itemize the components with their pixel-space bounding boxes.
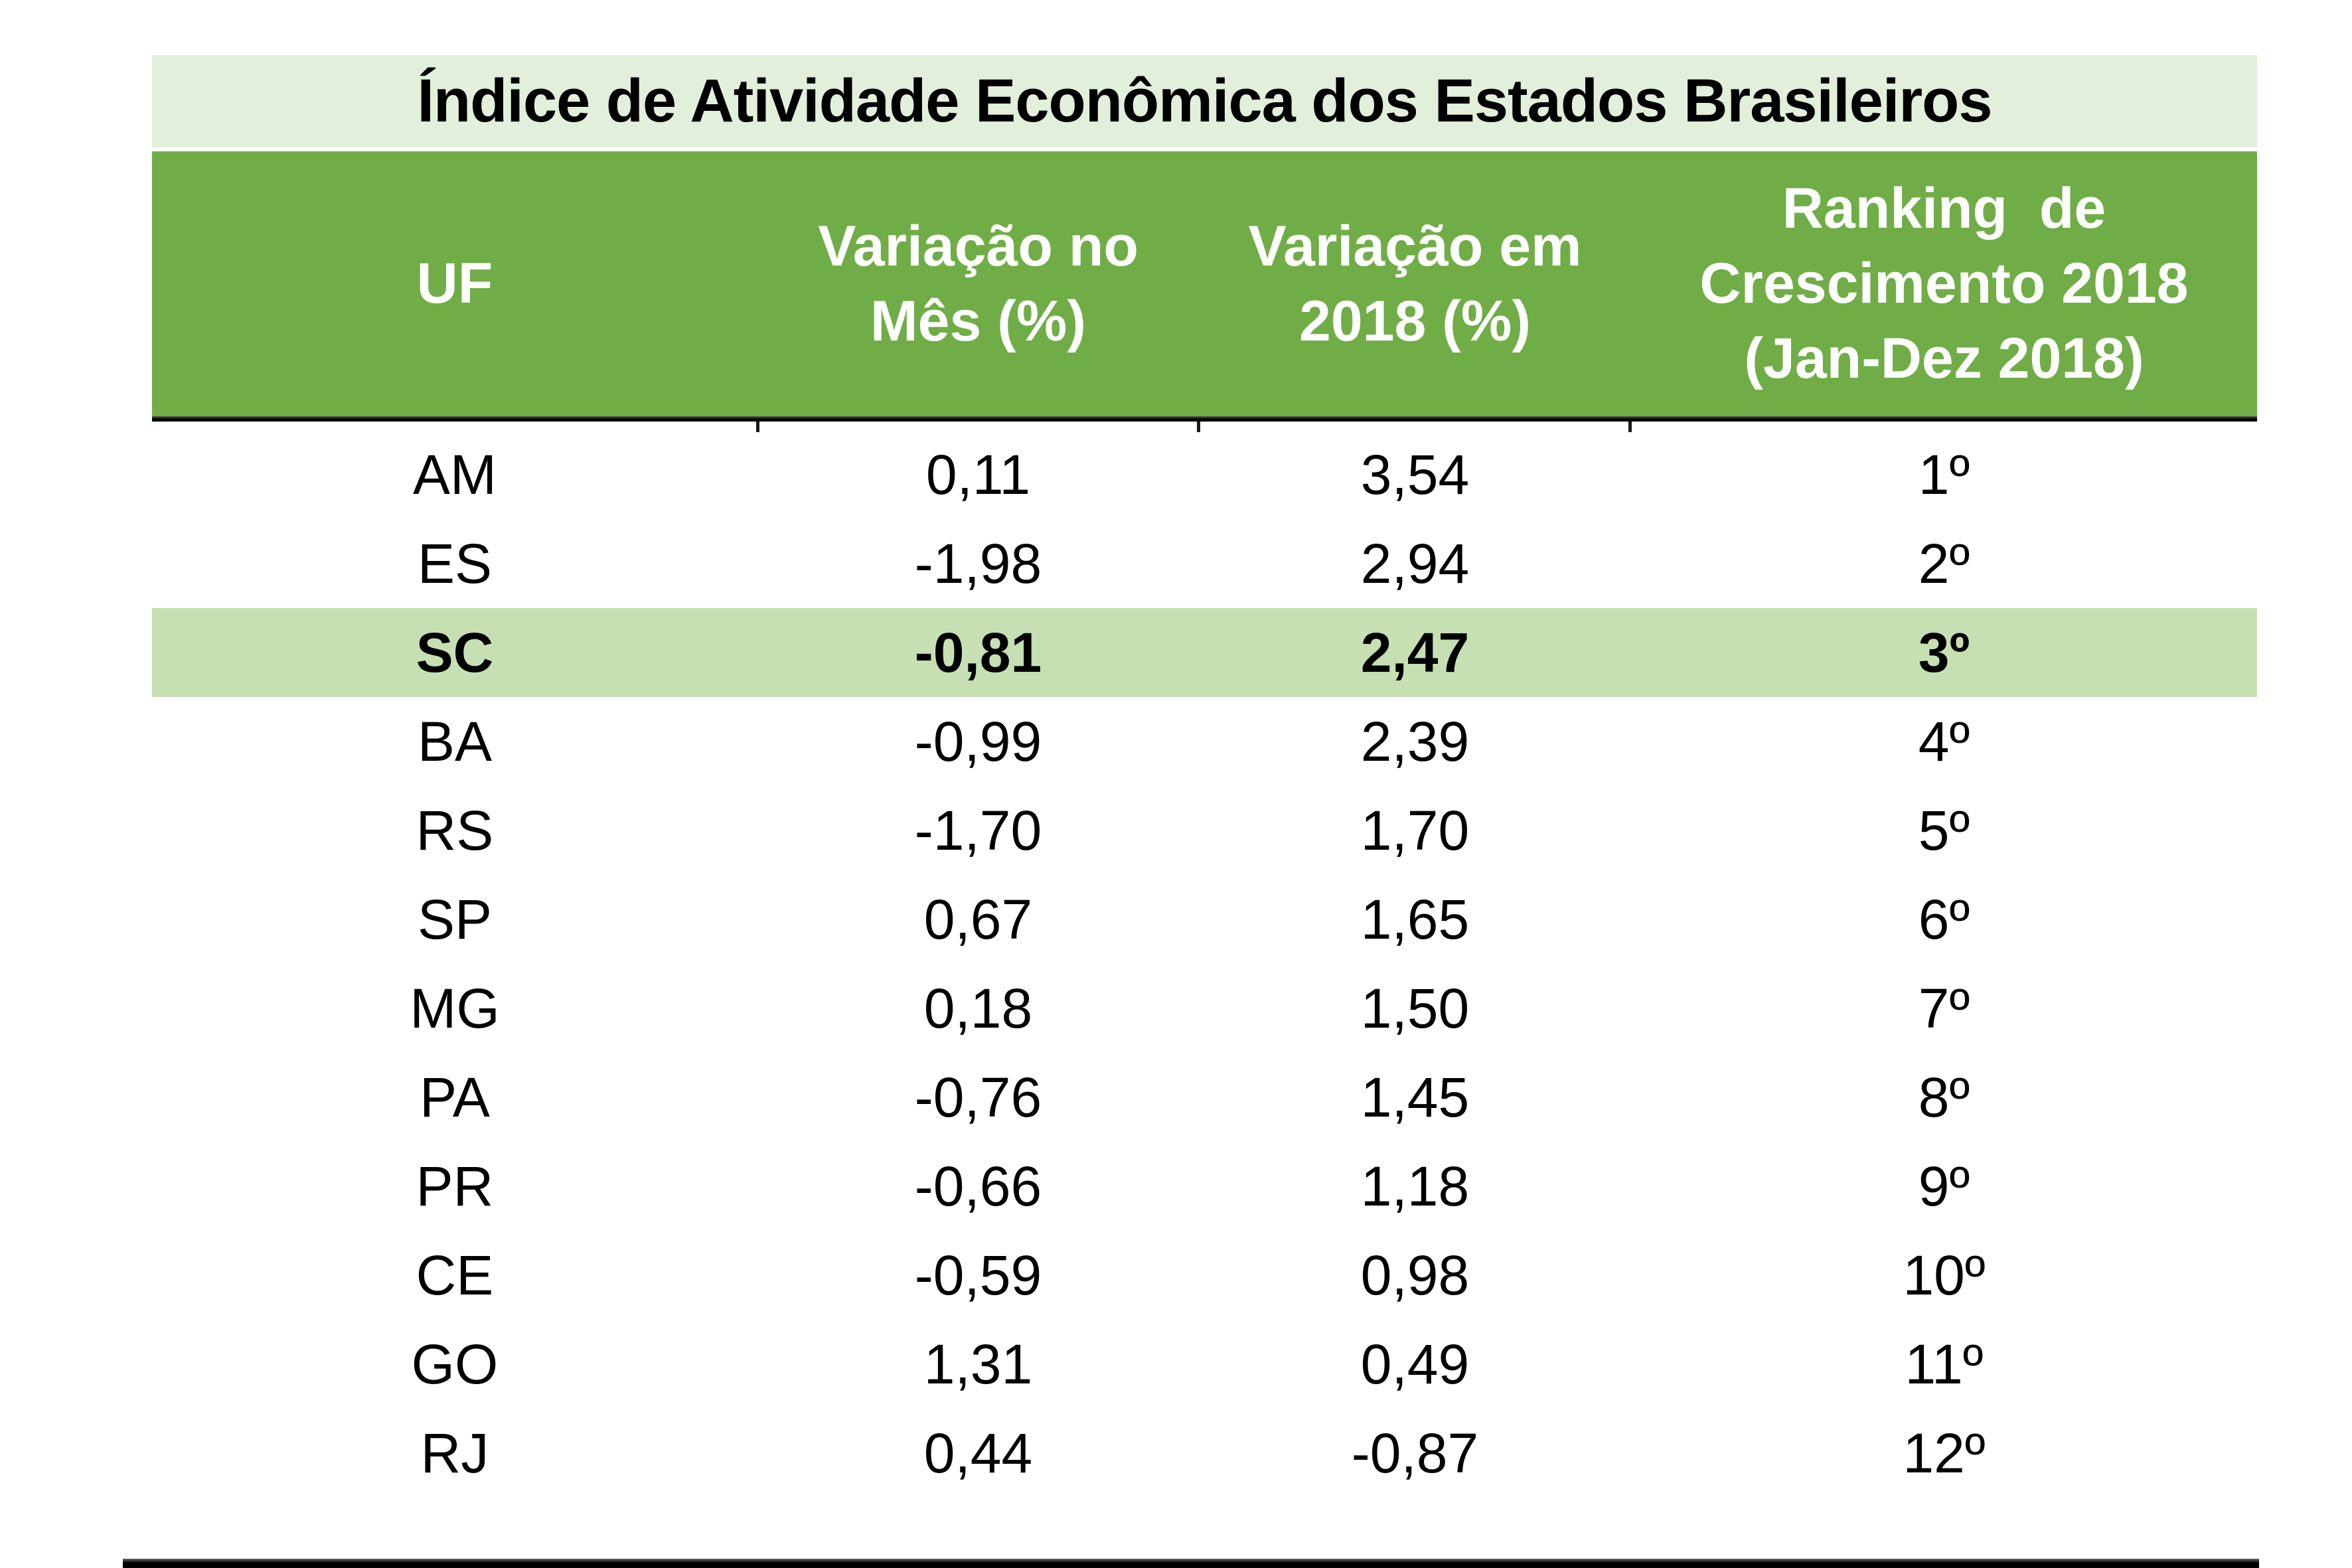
var-2018-cell: 0,49 xyxy=(1360,1332,1470,1395)
var-2018-cell: 2,94 xyxy=(1360,532,1470,595)
table-bottom-border xyxy=(123,1559,2259,1568)
var-2018-cell: 1,70 xyxy=(1360,799,1470,862)
var-mes-cell: 0,67 xyxy=(923,888,1033,951)
header-divider xyxy=(152,416,2257,432)
var-2018-cell: 0,98 xyxy=(1360,1243,1470,1306)
var-2018-cell: -0,87 xyxy=(1351,1421,1479,1484)
ranking-cell: 11º xyxy=(1905,1332,1984,1395)
uf-cell: SP xyxy=(417,888,493,951)
var-mes-cell: -0,76 xyxy=(914,1065,1042,1129)
table-row: AM 0,11 3,54 1º xyxy=(152,430,2257,519)
uf-cell: MG xyxy=(410,977,500,1040)
var-mes-cell: 0,44 xyxy=(923,1421,1033,1484)
var-mes-cell: -1,98 xyxy=(914,532,1042,595)
ranking-cell: 12º xyxy=(1903,1421,1986,1484)
ranking-cell: 9º xyxy=(1918,1154,1970,1217)
var-mes-cell: -0,99 xyxy=(914,710,1042,773)
uf-cell: RS xyxy=(416,799,494,862)
header-cell-var-mes: Variação no Mês (%) xyxy=(818,214,1138,353)
uf-cell: PR xyxy=(416,1154,494,1217)
table-title-band: Índice de Atividade Econômica dos Estado… xyxy=(152,55,2257,147)
table-title: Índice de Atividade Econômica dos Estado… xyxy=(417,67,1992,135)
var-mes-cell: 0,11 xyxy=(925,443,1031,506)
var-2018-cell: 1,45 xyxy=(1360,1065,1470,1129)
uf-cell: RJ xyxy=(420,1421,489,1484)
header-cell-var-2018: Variação em 2018 (%) xyxy=(1248,214,1582,353)
var-2018-cell: 1,18 xyxy=(1360,1154,1470,1217)
uf-cell: BA xyxy=(417,710,493,773)
uf-cell: PA xyxy=(420,1065,490,1129)
table-row: SC -0,81 2,47 3º xyxy=(152,608,2257,697)
table-row: ES -1,98 2,94 2º xyxy=(152,519,2257,608)
var-2018-cell: 1,65 xyxy=(1360,888,1470,951)
table-row: BA -0,99 2,39 4º xyxy=(152,697,2257,786)
uf-cell: ES xyxy=(417,532,493,595)
column-tick xyxy=(1628,422,1632,432)
var-2018-cell: 2,39 xyxy=(1360,710,1470,773)
ranking-cell: 5º xyxy=(1918,799,1970,862)
column-tick xyxy=(756,422,759,432)
uf-cell: SC xyxy=(416,621,494,684)
ranking-cell: 7º xyxy=(1918,977,1970,1040)
table-row: SP 0,67 1,65 6º xyxy=(152,875,2257,964)
title-header-gap xyxy=(152,147,2257,151)
table-row: RS -1,70 1,70 5º xyxy=(152,786,2257,875)
table-row: PA -0,76 1,45 8º xyxy=(152,1053,2257,1142)
header-cell-uf: UF xyxy=(416,252,493,315)
table-header-row: UF Variação no Mês (%) Variação em 2018 … xyxy=(152,151,2257,416)
table-row: MG 0,18 1,50 7º xyxy=(152,964,2257,1053)
uf-cell: GO xyxy=(411,1332,499,1395)
var-mes-cell: 0,18 xyxy=(923,977,1033,1040)
var-mes-cell: -0,66 xyxy=(914,1154,1042,1217)
ranking-cell: 2º xyxy=(1918,532,1970,595)
table-row: CE -0,59 0,98 10º xyxy=(152,1231,2257,1320)
ranking-cell: 8º xyxy=(1918,1065,1970,1129)
uf-cell: CE xyxy=(416,1243,494,1306)
var-2018-cell: 3,54 xyxy=(1360,443,1470,506)
column-tick xyxy=(1197,422,1200,432)
ranking-cell: 1º xyxy=(1918,443,1970,506)
var-mes-cell: 1,31 xyxy=(923,1332,1033,1395)
table-row: RJ 0,44 -0,87 12º xyxy=(152,1409,2257,1498)
var-mes-cell: -0,59 xyxy=(914,1243,1042,1306)
var-mes-cell: -1,70 xyxy=(914,799,1042,862)
var-2018-cell: 1,50 xyxy=(1360,977,1470,1040)
table-row: GO 1,31 0,49 11º xyxy=(152,1320,2257,1409)
header-cell-ranking: Ranking de Crescimento 2018 (Jan-Dez 201… xyxy=(1699,177,2189,390)
uf-cell: AM xyxy=(413,443,497,506)
ranking-cell: 3º xyxy=(1918,621,1970,684)
ranking-cell: 4º xyxy=(1918,710,1970,773)
ranking-cell: 6º xyxy=(1918,888,1970,951)
ranking-cell: 10º xyxy=(1903,1243,1986,1306)
var-mes-cell: -0,81 xyxy=(914,621,1042,684)
var-2018-cell: 2,47 xyxy=(1360,621,1470,684)
economic-activity-table: Índice de Atividade Econômica dos Estado… xyxy=(152,55,2257,1498)
table-row: PR -0,66 1,18 9º xyxy=(152,1142,2257,1231)
table-body: AM 0,11 3,54 1º ES -1,98 2,94 2º SC -0,8… xyxy=(152,422,2257,1498)
